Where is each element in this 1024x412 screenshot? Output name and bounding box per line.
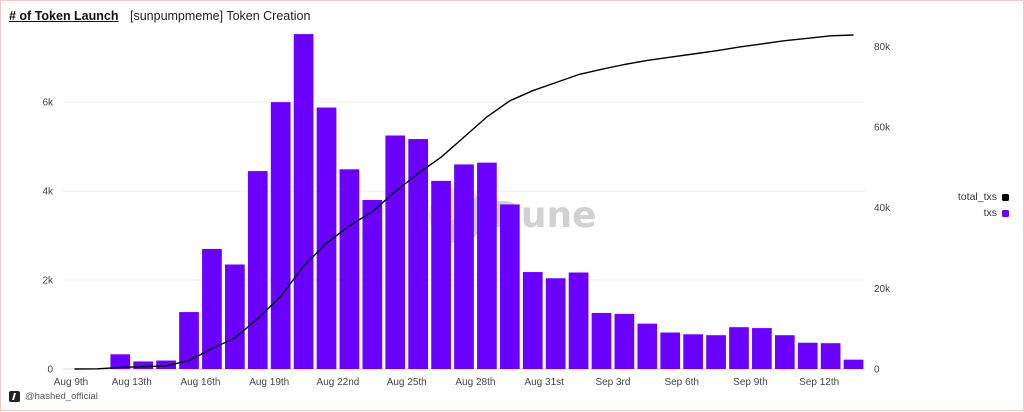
bar-txs xyxy=(522,272,543,369)
bar-txs xyxy=(408,139,429,369)
legend-label-txs: txs xyxy=(983,207,997,219)
bar-txs xyxy=(545,278,566,369)
bar-txs xyxy=(431,180,451,369)
bar-txs xyxy=(660,332,681,369)
hashed-logo-icon xyxy=(9,391,20,402)
chart-subtitle: [sunpumpmeme] Token Creation xyxy=(129,9,311,23)
bar-txs xyxy=(362,200,383,369)
bar-txs xyxy=(637,323,658,369)
bar-txs xyxy=(752,328,772,369)
bar-txs xyxy=(797,342,818,369)
bar-txs xyxy=(339,169,360,369)
bar-txs xyxy=(454,164,474,369)
x-tick-label: Sep 9th xyxy=(733,377,767,388)
y-right-tick-label: 40k xyxy=(874,203,891,214)
x-tick-label: Sep 6th xyxy=(664,377,698,388)
x-tick-label: Sep 3rd xyxy=(595,377,630,388)
bar-txs xyxy=(820,343,841,369)
bar-txs xyxy=(683,334,703,369)
bar-txs xyxy=(614,313,635,369)
x-tick-label: Aug 28th xyxy=(455,377,495,388)
y-right-tick-label: 80k xyxy=(874,42,891,53)
bar-txs xyxy=(706,335,726,369)
legend-item-total-txs[interactable]: total_txs xyxy=(901,189,1009,205)
bar-txs xyxy=(568,272,589,369)
bar-txs xyxy=(202,248,222,369)
y-left-tick-label: 4k xyxy=(42,187,54,198)
chart-header: # of Token Launch [sunpumpmeme] Token Cr… xyxy=(9,9,310,23)
y-left-tick-label: 0 xyxy=(47,365,53,376)
x-tick-label: Aug 16th xyxy=(180,377,220,388)
bar-txs xyxy=(499,204,520,369)
x-tick-label: Aug 25th xyxy=(387,377,427,388)
bar-txs xyxy=(293,34,314,369)
chart-legend: total_txs txs xyxy=(901,189,1009,221)
legend-item-txs[interactable]: txs xyxy=(901,205,1009,221)
x-tick-label: Aug 19th xyxy=(249,377,289,388)
bar-txs xyxy=(110,354,131,369)
bar-txs xyxy=(133,361,154,369)
legend-label-total-txs: total_txs xyxy=(957,191,997,203)
bar-txs xyxy=(843,359,864,369)
chart-title-link[interactable]: # of Token Launch xyxy=(9,9,119,23)
bar-txs xyxy=(179,312,199,369)
bar-txs xyxy=(225,264,245,369)
y-right-tick-label: 60k xyxy=(874,122,891,133)
y-right-tick-label: 20k xyxy=(874,284,891,295)
footer-handle[interactable]: @hashed_official xyxy=(25,391,98,402)
bar-txs xyxy=(477,162,497,369)
bar-txs xyxy=(774,335,795,369)
bar-txs xyxy=(385,135,406,369)
legend-swatch-total-txs xyxy=(1002,193,1009,201)
bar-txs xyxy=(316,107,337,369)
x-tick-label: Sep 12th xyxy=(799,377,839,388)
line-total-txs xyxy=(74,34,854,370)
x-tick-label: Aug 9th xyxy=(54,377,88,388)
bar-txs xyxy=(156,360,176,369)
bar-txs xyxy=(270,102,291,369)
y-left-tick-label: 6k xyxy=(42,98,54,109)
bar-txs xyxy=(729,327,749,369)
bar-txs xyxy=(247,171,268,369)
y-right-tick-label: 0 xyxy=(874,365,880,376)
x-tick-label: Aug 22nd xyxy=(317,377,360,388)
x-tick-label: Aug 13th xyxy=(112,377,152,388)
x-tick-label: Aug 31st xyxy=(524,377,564,388)
y-left-tick-label: 2k xyxy=(42,276,54,287)
legend-swatch-txs xyxy=(1002,209,1009,217)
chart-footer: @hashed_official xyxy=(9,391,98,402)
bar-txs xyxy=(591,312,612,369)
